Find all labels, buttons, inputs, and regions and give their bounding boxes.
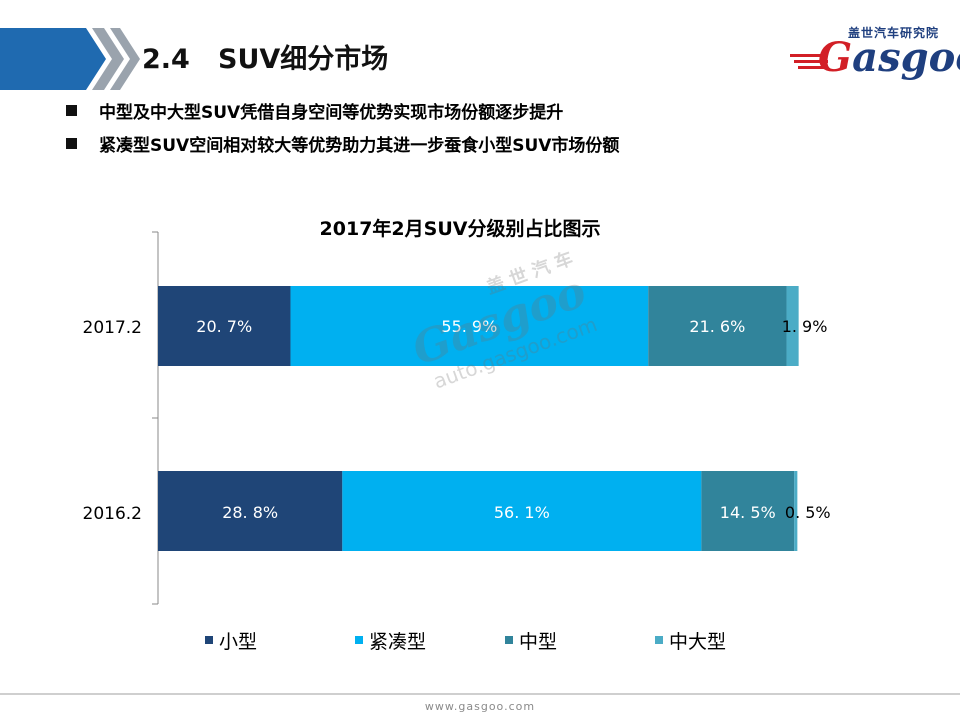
bullet-list: 中型及中大型SUV凭借自身空间等优势实现市场份额逐步提升 紧凑型SUV空间相对较… xyxy=(66,94,619,160)
data-label: 28. 8% xyxy=(222,503,278,522)
legend-swatch xyxy=(355,636,363,644)
legend-label: 中型 xyxy=(519,630,558,653)
chart-title: 2017年2月SUV分级别占比图示 xyxy=(319,218,601,240)
bar-segment xyxy=(786,286,799,366)
footer-url: www.gasgoo.com xyxy=(424,700,536,713)
legend-item: 小型 xyxy=(205,626,355,654)
legend-swatch xyxy=(655,636,663,644)
bullet-text: 中型及中大型SUV凭借自身空间等优势实现市场份额逐步提升 xyxy=(99,103,564,123)
chart-legend: 小型 紧凑型 中型 中大型 xyxy=(205,626,805,654)
logo-wordmark: Gasgoo xyxy=(818,36,960,80)
bullet-item: 中型及中大型SUV凭借自身空间等优势实现市场份额逐步提升 xyxy=(66,94,619,127)
data-label: 21. 6% xyxy=(689,317,745,336)
logo-chinese-text: 盖世汽车研究院 xyxy=(848,26,940,40)
bar-segment xyxy=(158,471,343,551)
bullet-square-icon xyxy=(66,105,77,116)
page-title: 2.4 SUV细分市场 xyxy=(142,44,389,75)
bar-segment xyxy=(701,471,795,551)
bullet-item: 紧凑型SUV空间相对较大等优势助力其进一步蚕食小型SUV市场份额 xyxy=(66,127,619,160)
data-label: 0. 5% xyxy=(785,503,831,522)
footer-divider xyxy=(0,693,960,695)
bar-segment xyxy=(290,286,649,366)
legend-label: 小型 xyxy=(219,630,258,653)
legend-swatch xyxy=(205,636,213,644)
data-label: 1. 9% xyxy=(782,317,828,336)
legend-swatch xyxy=(505,636,513,644)
bar-segment xyxy=(342,471,702,551)
data-label: 14. 5% xyxy=(720,503,776,522)
logo-stripes-icon xyxy=(790,54,828,69)
data-label: 20. 7% xyxy=(196,317,252,336)
logo-wordmark-g: G xyxy=(818,34,853,81)
category-label: 2017.2 xyxy=(83,318,142,338)
category-label: 2016.2 xyxy=(83,504,142,524)
legend-item: 中型 xyxy=(505,626,655,654)
bar-segment xyxy=(158,286,291,366)
legend-item: 中大型 xyxy=(655,626,805,654)
bar-segment xyxy=(648,286,787,366)
bullet-square-icon xyxy=(66,138,77,149)
gasgoo-logo: 盖世汽车研究院 Gasgoo xyxy=(790,22,960,86)
data-label: 56. 1% xyxy=(494,503,550,522)
legend-label: 中大型 xyxy=(669,630,727,653)
legend-item: 紧凑型 xyxy=(355,626,505,654)
legend-label: 紧凑型 xyxy=(369,630,427,653)
bullet-text: 紧凑型SUV空间相对较大等优势助力其进一步蚕食小型SUV市场份额 xyxy=(99,136,620,156)
header-banner xyxy=(0,28,140,90)
bar-segment xyxy=(794,471,798,551)
logo-wordmark-rest: asgoo xyxy=(852,34,960,81)
data-label: 55. 9% xyxy=(441,317,497,336)
